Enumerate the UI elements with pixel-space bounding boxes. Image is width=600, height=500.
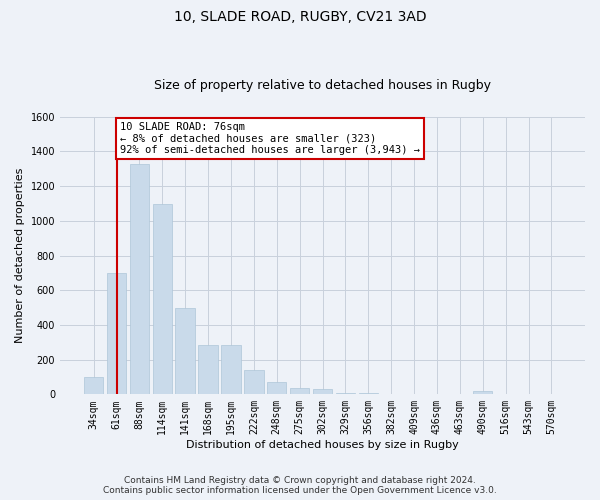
X-axis label: Distribution of detached houses by size in Rugby: Distribution of detached houses by size … xyxy=(186,440,459,450)
Bar xyxy=(152,204,172,394)
Bar xyxy=(84,377,103,394)
Y-axis label: Number of detached properties: Number of detached properties xyxy=(15,168,25,343)
Title: Size of property relative to detached houses in Rugby: Size of property relative to detached ho… xyxy=(154,79,491,92)
Bar xyxy=(175,308,195,394)
Bar xyxy=(267,382,286,394)
Bar xyxy=(290,388,310,394)
Bar xyxy=(130,164,149,394)
Bar xyxy=(107,273,126,394)
Bar xyxy=(244,370,263,394)
Bar xyxy=(199,345,218,395)
Text: 10 SLADE ROAD: 76sqm
← 8% of detached houses are smaller (323)
92% of semi-detac: 10 SLADE ROAD: 76sqm ← 8% of detached ho… xyxy=(120,122,420,155)
Bar xyxy=(359,392,378,394)
Bar xyxy=(221,345,241,395)
Bar xyxy=(335,392,355,394)
Text: 10, SLADE ROAD, RUGBY, CV21 3AD: 10, SLADE ROAD, RUGBY, CV21 3AD xyxy=(173,10,427,24)
Bar xyxy=(313,389,332,394)
Bar xyxy=(473,391,493,394)
Text: Contains HM Land Registry data © Crown copyright and database right 2024.
Contai: Contains HM Land Registry data © Crown c… xyxy=(103,476,497,495)
